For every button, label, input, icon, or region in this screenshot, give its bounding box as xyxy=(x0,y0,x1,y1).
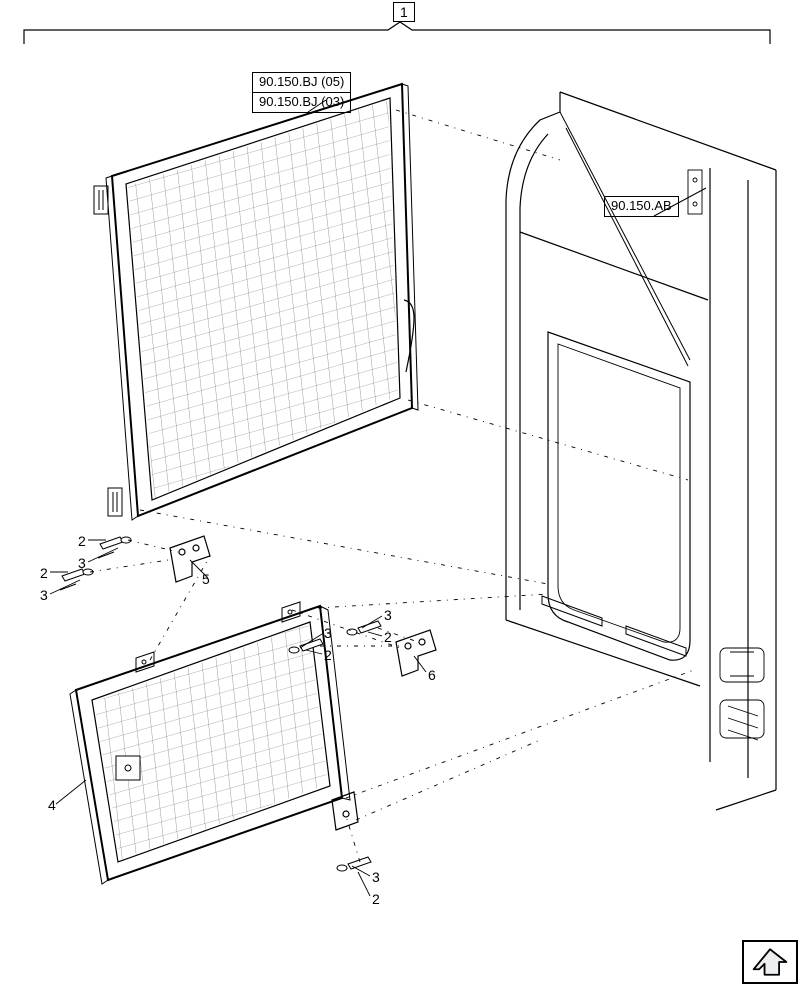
upper-mesh-guard xyxy=(94,84,418,520)
cab-frame xyxy=(506,92,776,810)
bracket-6 xyxy=(396,630,436,676)
return-icon[interactable] xyxy=(742,940,798,984)
assembly-diagram xyxy=(0,0,812,1000)
leader-cab-label xyxy=(654,188,706,216)
bolt-washer-mid-b xyxy=(347,621,381,635)
bracket-5 xyxy=(170,536,210,582)
assembly-bracket xyxy=(24,22,770,44)
page-root: 1 90.150.BJ (05) 90.150.BJ (03) 90.150.A… xyxy=(0,0,812,1000)
bolt-washer-lower xyxy=(337,857,371,871)
